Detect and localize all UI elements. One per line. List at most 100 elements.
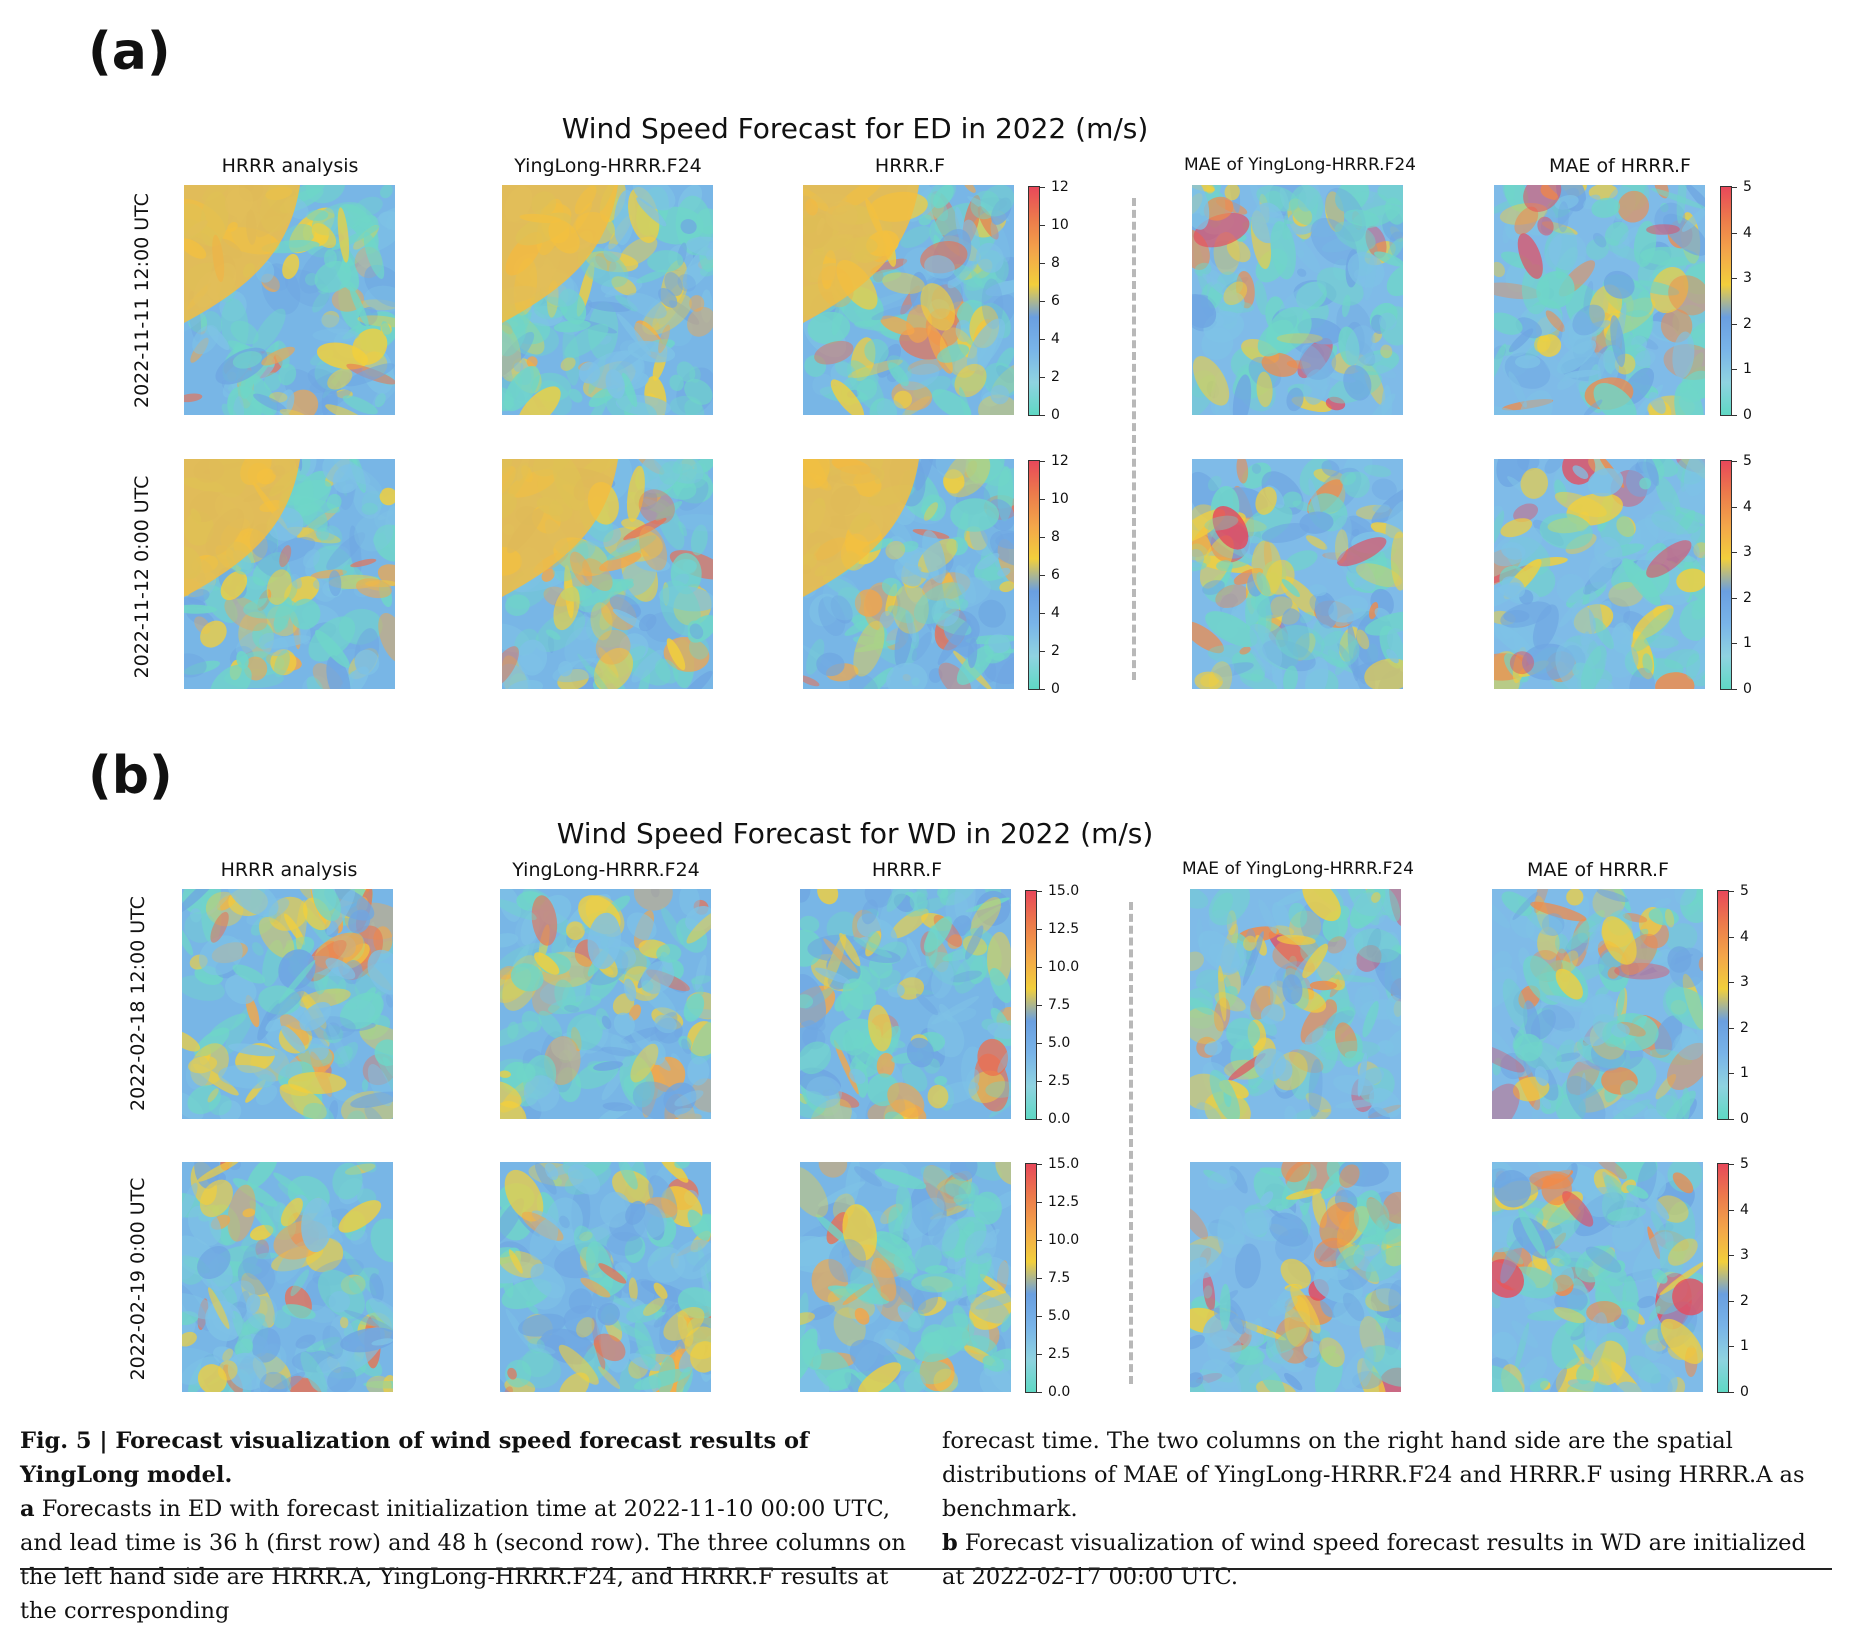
colorbar-tick-label: 5	[1743, 179, 1752, 195]
colorbar-tick-label: 0.0	[1048, 1384, 1071, 1400]
panel-a-map-hrrr-f-row1	[803, 185, 1014, 415]
colorbar-tick-mark	[1040, 262, 1045, 264]
panel-a-map-yinglong-row2	[502, 459, 713, 689]
colorbar-tick-mark	[1040, 338, 1045, 340]
caption-b-label: b	[942, 1530, 958, 1556]
colorbar-tick-label: 6	[1051, 293, 1060, 309]
colorbar-tick-label: 10.0	[1048, 1231, 1080, 1248]
colorbar-tick-label: 2	[1743, 589, 1752, 606]
colorbar-tick-mark	[1037, 1354, 1042, 1355]
colorbar-tick-mark	[1037, 1164, 1042, 1165]
panel-b-col-title-mae-hrrr: MAE of HRRR.F	[1527, 859, 1669, 881]
panel-a-col-title-hrrr-analysis: HRRR analysis	[221, 155, 359, 177]
colorbar-tick-label: 15.0	[1048, 1156, 1080, 1172]
colorbar-tick-mark	[1037, 1201, 1042, 1203]
colorbar-tick-label: 3	[1743, 270, 1752, 287]
colorbar-tick-label: 2	[1740, 1292, 1749, 1309]
colorbar-tick-label: 0	[1051, 407, 1060, 423]
colorbar-tick-mark	[1732, 552, 1737, 554]
colorbar-tick-label: 1	[1740, 1338, 1749, 1355]
panel-b-map-yinglong-row2	[500, 1162, 711, 1392]
panel-a-map-mae-yinglong-row2	[1192, 459, 1403, 689]
colorbar-tick-mark	[1037, 1005, 1042, 1006]
panel-a-row-label-1: 2022-11-11 12:00 UTC	[131, 193, 153, 408]
colorbar-tick-mark	[1732, 506, 1737, 508]
panel-a-separator	[1132, 198, 1136, 680]
colorbar-tick-label: 4	[1051, 604, 1060, 621]
colorbar-tick-mark	[1040, 301, 1045, 302]
colorbar-tick-mark	[1729, 1073, 1734, 1075]
colorbar-tick-mark	[1037, 1239, 1042, 1241]
colorbar-tick-label: 8	[1051, 254, 1060, 271]
colorbar-tick-label: 4	[1051, 330, 1060, 347]
colorbar-tick-mark	[1729, 1119, 1734, 1120]
colorbar-tick-mark	[1729, 891, 1734, 892]
panel-b-map-mae-hrrr-row2	[1492, 1162, 1703, 1392]
colorbar-tick-label: 2	[1051, 643, 1060, 659]
panel-a-map-hrrr-analysis-row1	[184, 185, 395, 415]
panel-b-map-hrrr-analysis-row1	[182, 889, 393, 1119]
panel-b-col-title-yinglong: YingLong-HRRR.F24	[512, 859, 700, 881]
colorbar-tick-mark	[1040, 224, 1045, 226]
panel-a-map-yinglong-row1	[502, 185, 713, 415]
colorbar-tick-label: 10.0	[1048, 958, 1080, 975]
colorbar-tick-label: 5.0	[1048, 1034, 1071, 1051]
panel-b-map-hrrr-f-row1	[800, 889, 1011, 1119]
colorbar-tick-mark	[1040, 415, 1045, 416]
colorbar-tick-mark	[1732, 323, 1737, 325]
colorbar-tick-label: 10	[1051, 490, 1069, 507]
colorbar-tick-mark	[1040, 461, 1045, 462]
panel-a-col-title-mae-yinglong: MAE of YingLong-HRRR.F24	[1184, 155, 1416, 175]
colorbar-tick-label: 1	[1743, 361, 1752, 378]
colorbar-tick-mark	[1729, 982, 1734, 984]
colorbar-tick-mark	[1037, 928, 1042, 930]
colorbar-tick-label: 4	[1740, 928, 1749, 945]
caption-bottom-rule	[20, 1568, 1832, 1570]
colorbar-tick-label: 3	[1740, 1247, 1749, 1264]
panel-a-col-title-yinglong: YingLong-HRRR.F24	[514, 155, 702, 177]
panel-b-title: Wind Speed Forecast for WD in 2022 (m/s)	[556, 817, 1154, 850]
colorbar-tick-mark	[1037, 1042, 1042, 1044]
colorbar-tick-label: 0.0	[1048, 1111, 1071, 1127]
colorbar-tick-label: 2	[1051, 369, 1060, 385]
colorbar-tick-mark	[1037, 966, 1042, 968]
colorbar-tick-mark	[1732, 232, 1737, 234]
panel-a-map-mae-hrrr-row1	[1494, 185, 1705, 415]
colorbar-tick-mark	[1729, 1300, 1734, 1302]
colorbar-tick-label: 3	[1740, 974, 1749, 991]
panel-a-map-mae-yinglong-row1	[1192, 185, 1403, 415]
caption-a-label: a	[20, 1496, 35, 1522]
panel-a-map-hrrr-analysis-row2	[184, 459, 395, 689]
colorbar-tick-label: 5	[1743, 453, 1752, 469]
panel-b-map-hrrr-f-row2	[800, 1162, 1011, 1392]
colorbar-tick-mark	[1732, 415, 1737, 416]
colorbar-tick-label: 3	[1743, 544, 1752, 561]
colorbar-tick-mark	[1732, 689, 1737, 690]
colorbar-tick-mark	[1729, 1255, 1734, 1257]
colorbar-tick-mark	[1040, 377, 1045, 378]
panel-a-col-title-mae-hrrr: MAE of HRRR.F	[1549, 155, 1691, 177]
colorbar-tick-mark	[1732, 597, 1737, 599]
colorbar-tick-mark	[1040, 575, 1045, 576]
panel-a-speed-colorbar-row2: 12 10 8 6 4 2 0	[1028, 453, 1069, 697]
panel-b-row-label-1: 2022-02-18 12:00 UTC	[127, 896, 149, 1111]
panel-b-col-title-hrrr-analysis: HRRR analysis	[220, 859, 358, 881]
panel-a-letter: (a)	[88, 22, 171, 82]
colorbar-tick-label: 0	[1051, 681, 1060, 697]
colorbar-tick-mark	[1729, 1209, 1734, 1211]
colorbar-tick-mark	[1729, 1027, 1734, 1029]
colorbar-tick-label: 5.0	[1048, 1307, 1071, 1324]
colorbar-tick-mark	[1732, 369, 1737, 371]
colorbar-tick-mark	[1729, 1392, 1734, 1393]
colorbar-tick-label: 2.5	[1048, 1073, 1071, 1089]
panel-b-letter: (b)	[88, 746, 173, 806]
panel-a-col-title-hrrr-f: HRRR.F	[874, 155, 946, 177]
colorbar-tick-label: 0	[1743, 681, 1752, 697]
colorbar-tick-mark	[1037, 1081, 1042, 1082]
caption-right-text: forecast time. The two columns on the ri…	[942, 1428, 1805, 1522]
colorbar-tick-label: 15.0	[1048, 883, 1080, 899]
panel-b-speed-colorbar-row1: 15.0 12.5 10.0 7.5 5.0 2.5 0.0	[1025, 883, 1079, 1127]
colorbar-tick-mark	[1037, 891, 1042, 892]
panel-b-map-mae-hrrr-row1	[1492, 889, 1703, 1119]
colorbar-tick-label: 5	[1740, 883, 1749, 899]
